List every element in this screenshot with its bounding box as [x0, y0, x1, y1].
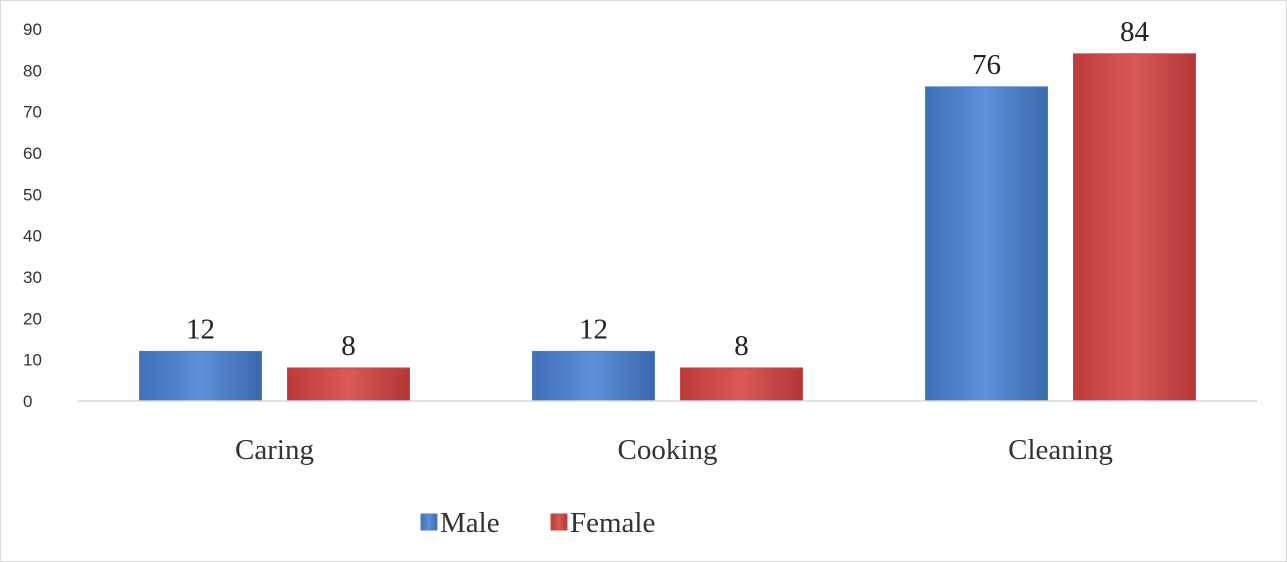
y-tick-label: 20: [23, 309, 42, 328]
y-tick-label: 0: [23, 392, 32, 411]
bar-male-cooking: [532, 350, 655, 402]
legend: Male Female: [420, 507, 655, 539]
x-category-label: Cleaning: [1008, 434, 1113, 466]
bars: [139, 53, 1196, 402]
y-tick-label: 90: [23, 20, 42, 39]
y-tick-label: 50: [23, 185, 42, 204]
category-labels: Caring Cooking Cleaning: [235, 434, 1113, 466]
y-tick-label: 40: [23, 227, 42, 246]
bar-female-caring: [287, 367, 410, 402]
legend-swatch-female: [550, 513, 568, 531]
legend-label-male: Male: [440, 507, 500, 539]
y-tick-label: 70: [23, 103, 42, 122]
legend-label-female: Female: [570, 507, 655, 539]
data-label: 8: [734, 330, 749, 362]
bar-male-cleaning: [925, 86, 1048, 402]
bar-male-caring: [139, 350, 262, 402]
x-category-label: Caring: [235, 434, 314, 466]
data-label: 12: [579, 313, 608, 345]
data-label: 84: [1120, 16, 1150, 48]
data-label: 12: [186, 313, 215, 345]
y-tick-label: 60: [23, 144, 42, 163]
y-tick-label: 10: [23, 351, 42, 370]
data-label: 8: [341, 330, 356, 362]
legend-swatch-male: [420, 513, 438, 531]
data-label: 76: [972, 49, 1001, 81]
x-category-label: Cooking: [618, 434, 718, 466]
y-axis-ticks: 0 10 20 30 40 50 60 70 80 90: [23, 20, 42, 411]
value-labels: 12 8 12 8 76 84: [186, 16, 1150, 362]
y-tick-label: 30: [23, 268, 42, 287]
bar-female-cooking: [680, 367, 803, 402]
y-tick-label: 80: [23, 61, 42, 80]
bar-female-cleaning: [1073, 53, 1196, 402]
